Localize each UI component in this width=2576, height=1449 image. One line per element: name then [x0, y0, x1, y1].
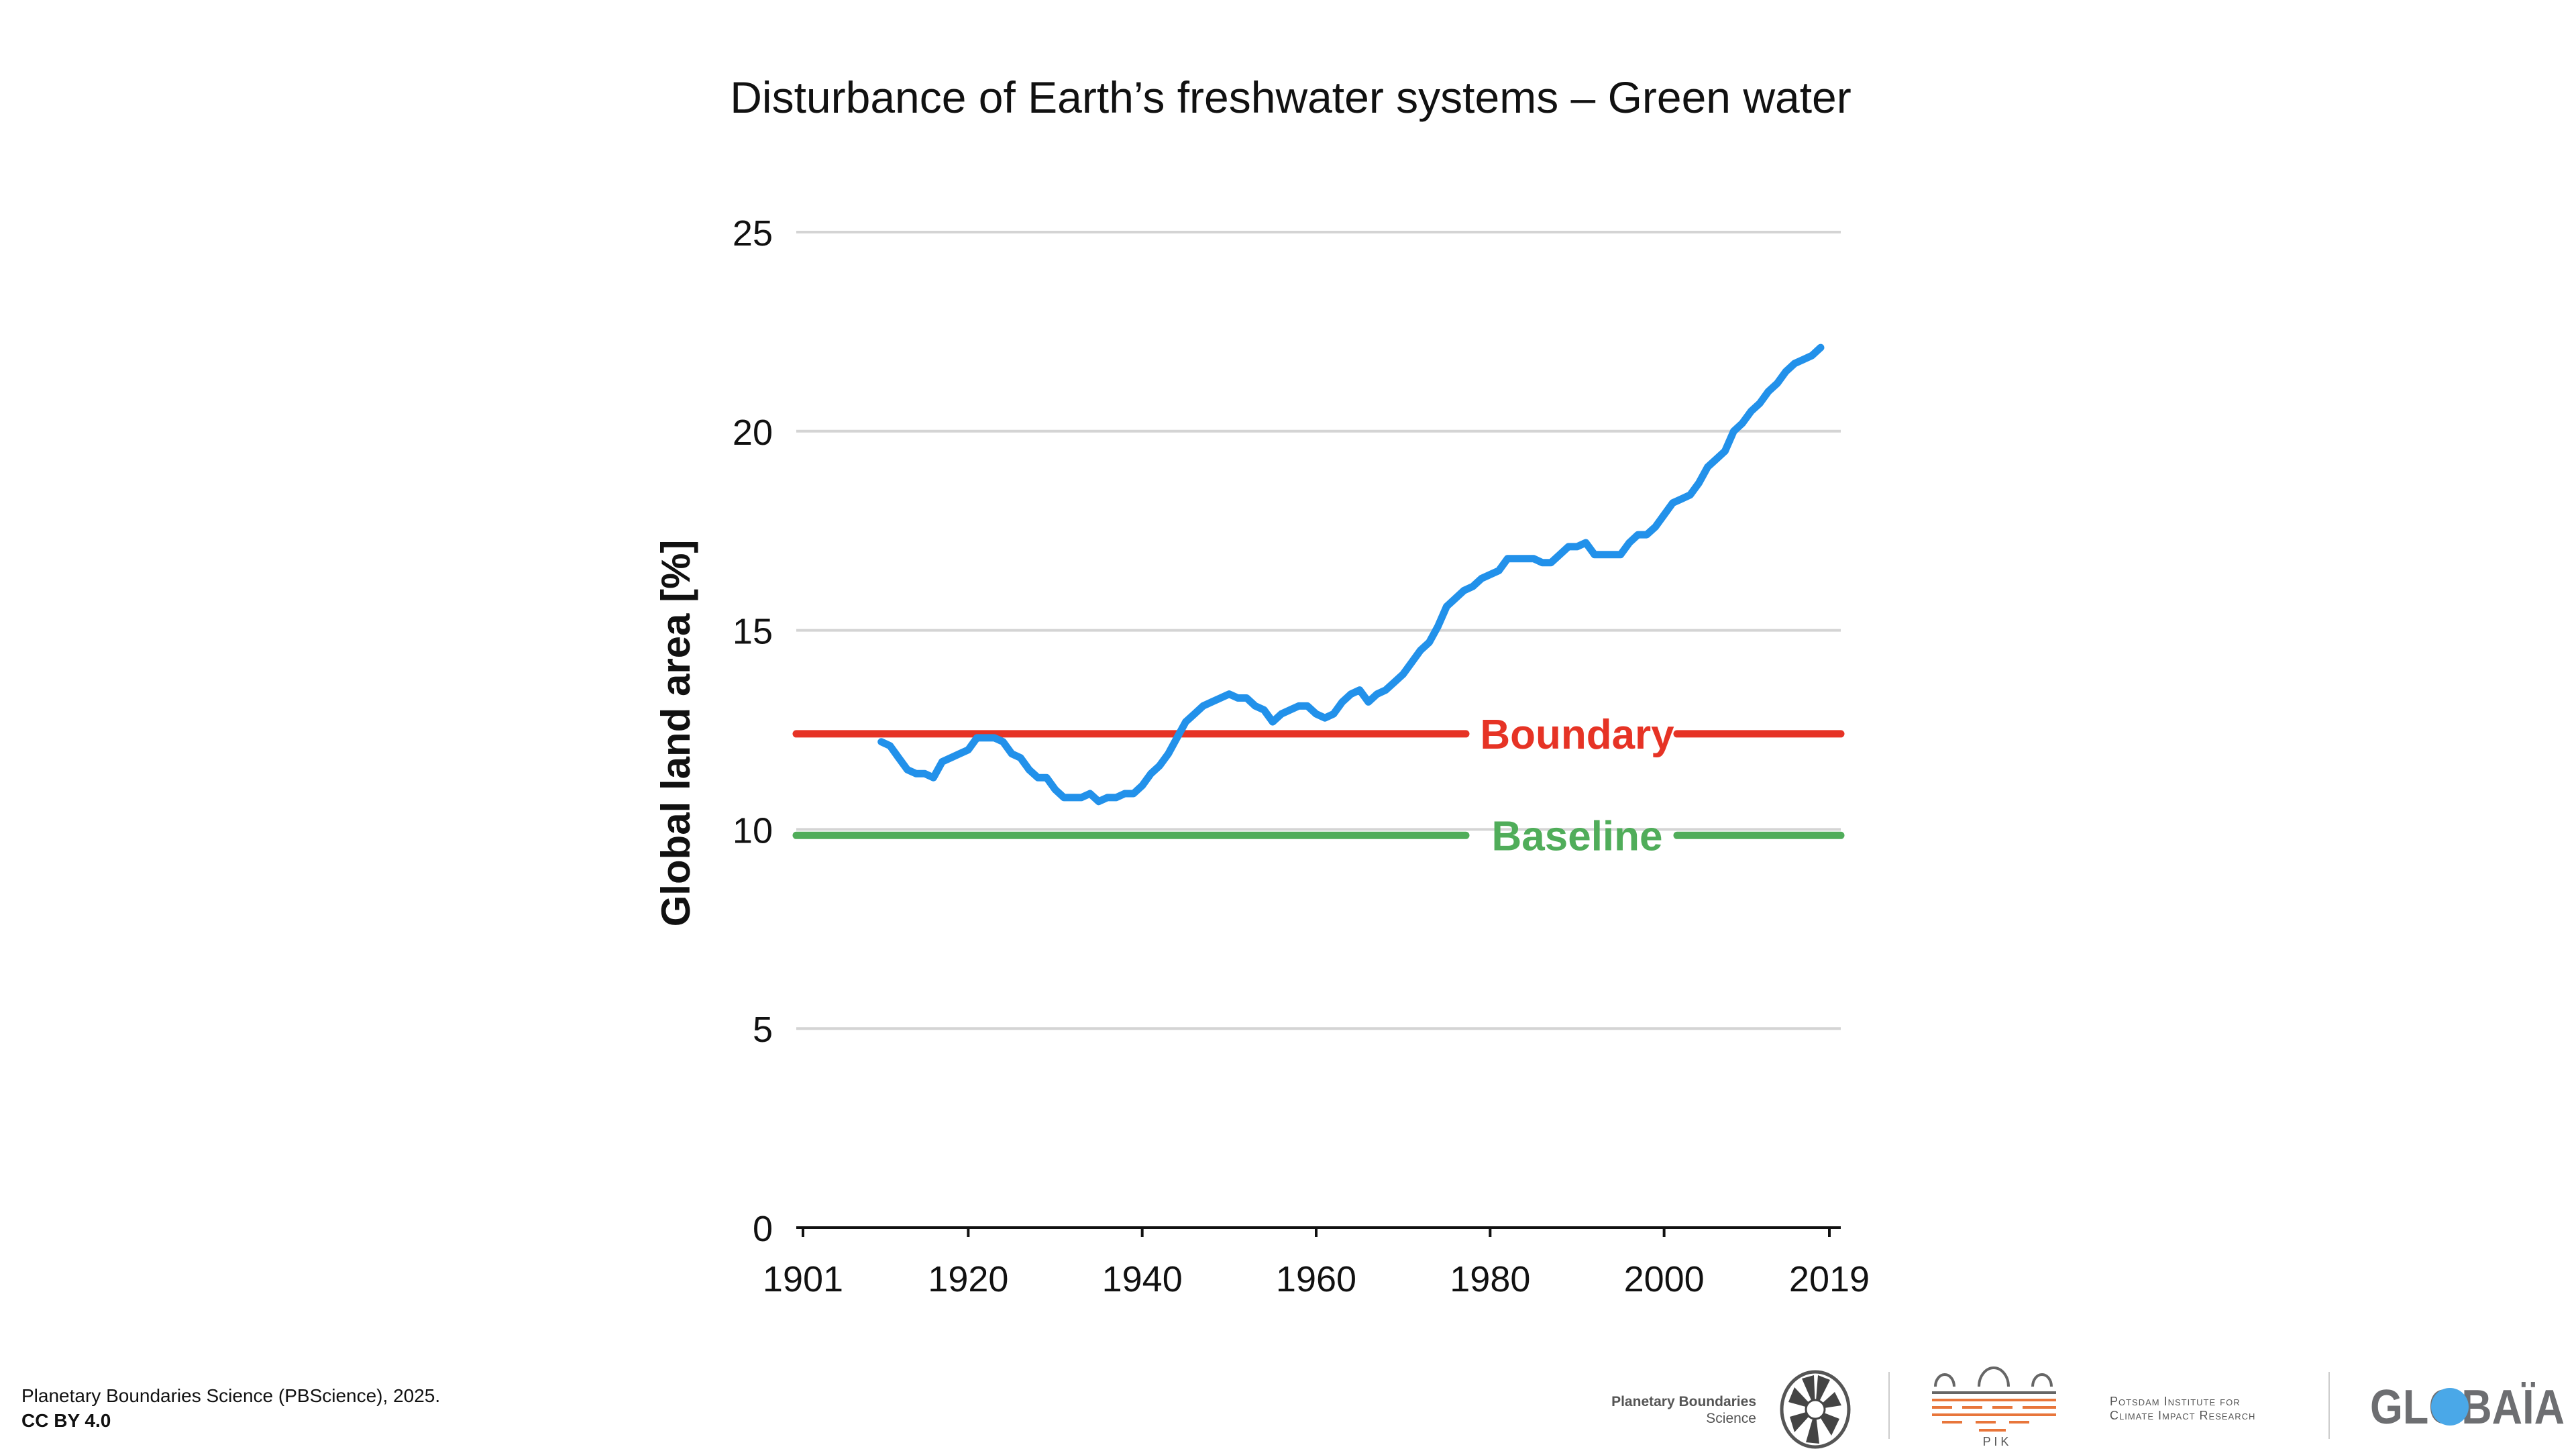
pbs-logo-text-1: Planetary Boundaries — [1611, 1394, 1756, 1409]
pbs-logo: Planetary Boundaries Science — [1611, 1370, 1851, 1449]
y-tick-label: 0 — [753, 1209, 773, 1249]
y-axis-label: Global land area [%] — [653, 540, 698, 927]
y-tick-label: 5 — [753, 1010, 773, 1050]
y-tick-label: 10 — [733, 810, 773, 851]
pik-text-2: Climate Impact Research — [2110, 1409, 2255, 1422]
reference-label-baseline: Baseline — [1491, 813, 1662, 859]
x-tick-label: 1901 — [763, 1259, 843, 1299]
x-tick-label: 1940 — [1102, 1259, 1183, 1299]
y-tick-label: 15 — [733, 612, 773, 652]
x-tick-label: 2019 — [1789, 1259, 1870, 1299]
pik-text-1: Potsdam Institute for — [2110, 1395, 2241, 1408]
pbs-logo-text-2: Science — [1706, 1411, 1756, 1426]
x-tick-label: 1980 — [1450, 1259, 1530, 1299]
y-tick-labels: 0 5 10 15 20 25 — [733, 213, 773, 1249]
x-tick-label: 1960 — [1276, 1259, 1356, 1299]
pik-abbr: P I K — [1983, 1435, 2009, 1448]
globaia-globe-icon — [2431, 1388, 2469, 1426]
x-tick-label: 1920 — [928, 1259, 1008, 1299]
chart-title: Disturbance of Earth’s freshwater system… — [730, 72, 1851, 122]
pik-emblem-icon — [1932, 1366, 2056, 1432]
reference-lines: Boundary Baseline — [792, 712, 1845, 859]
x-axis: 1901 1920 1940 1960 1980 2000 2019 — [763, 1226, 1870, 1299]
y-tick-label: 20 — [733, 413, 773, 453]
y-tick-label: 25 — [733, 213, 773, 254]
pik-logo: P I K Potsdam Institute for Climate Impa… — [1932, 1366, 2255, 1448]
pbs-emblem-icon — [1780, 1370, 1851, 1449]
series-line — [877, 343, 1825, 806]
gridlines — [796, 231, 1841, 1030]
footer-credit: Planetary Boundaries Science (PBScience)… — [21, 1385, 440, 1406]
reference-label-boundary: Boundary — [1480, 712, 1674, 758]
x-tick-label: 2000 — [1624, 1259, 1705, 1299]
footer-license: CC BY 4.0 — [21, 1410, 111, 1431]
globaia-logo: GLOBAÏA — [2370, 1381, 2565, 1434]
